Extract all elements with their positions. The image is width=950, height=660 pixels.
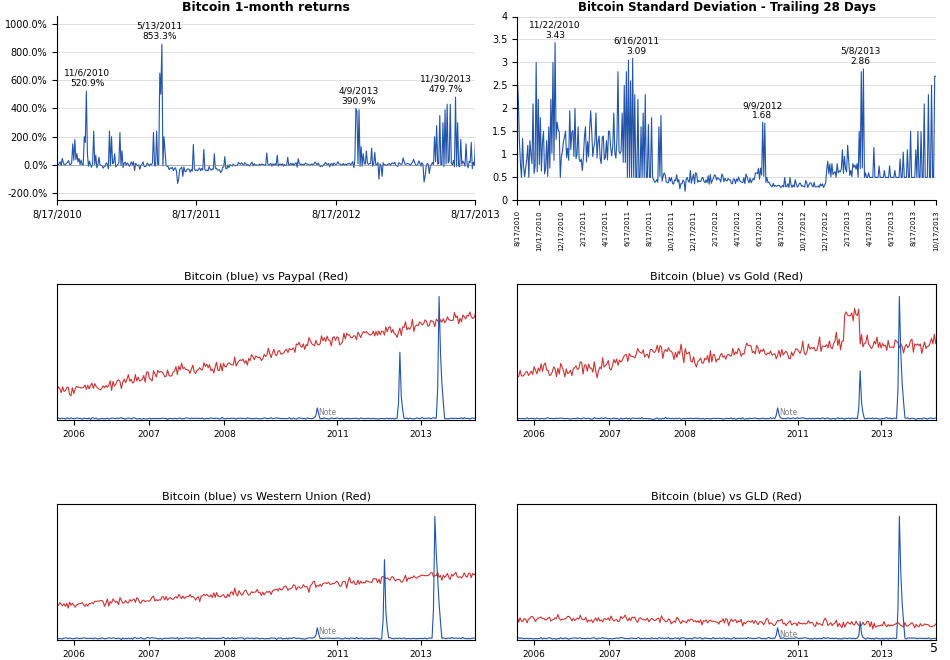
Title: Bitcoin (blue) vs Paypal (Red): Bitcoin (blue) vs Paypal (Red) [184, 272, 349, 282]
Text: 11/30/2013
479.7%: 11/30/2013 479.7% [420, 74, 472, 94]
Title: Bitcoin (blue) vs Western Union (Red): Bitcoin (blue) vs Western Union (Red) [162, 492, 370, 502]
Text: 5/8/2013
2.86: 5/8/2013 2.86 [840, 47, 881, 66]
Text: Note: Note [779, 630, 797, 639]
Title: Bitcoin (blue) vs GLD (Red): Bitcoin (blue) vs GLD (Red) [651, 492, 802, 502]
Text: 11/22/2010
3.43: 11/22/2010 3.43 [529, 20, 580, 40]
Text: 5/13/2011
853.3%: 5/13/2011 853.3% [137, 21, 182, 41]
Title: Bitcoin Standard Deviation - Trailing 28 Days: Bitcoin Standard Deviation - Trailing 28… [578, 1, 876, 14]
Text: 11/6/2010
520.9%: 11/6/2010 520.9% [64, 69, 110, 88]
Text: 9/9/2012
1.68: 9/9/2012 1.68 [742, 101, 782, 120]
Text: Note: Note [318, 628, 336, 636]
Text: Note: Note [318, 408, 336, 416]
Title: Bitcoin 1-month returns: Bitcoin 1-month returns [182, 1, 351, 14]
Text: Note: Note [779, 408, 797, 416]
Text: 6/16/2011
3.09: 6/16/2011 3.09 [614, 36, 659, 55]
Title: Bitcoin (blue) vs Gold (Red): Bitcoin (blue) vs Gold (Red) [650, 272, 803, 282]
Text: 4/9/2013
390.9%: 4/9/2013 390.9% [338, 87, 378, 106]
Text: 5: 5 [930, 642, 938, 655]
